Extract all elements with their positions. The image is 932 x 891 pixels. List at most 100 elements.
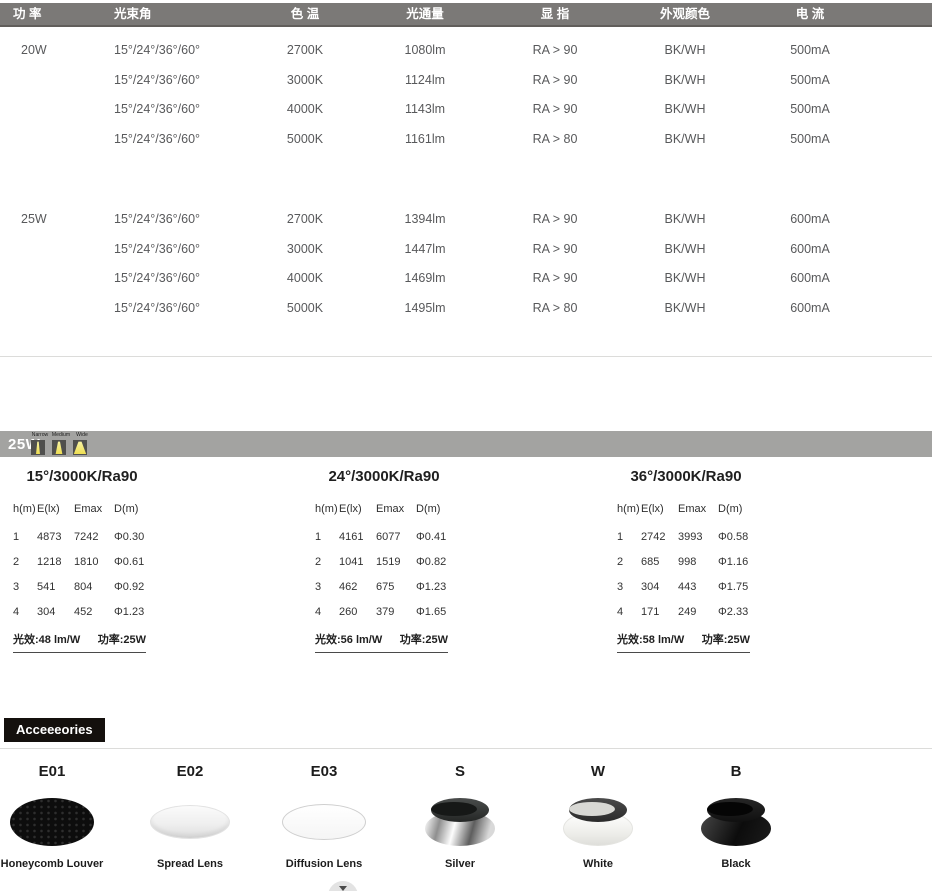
photometric-cell: 4 xyxy=(315,606,322,618)
cell-flux: 1394lm xyxy=(404,212,446,226)
photometric-table-body: 1 4873 7242 Φ0.30 2 1218 1810 Φ0.61 3 541 804 Φ0.92… xyxy=(13,525,163,625)
cell-beam-angle: 15°/24°/36°/60° xyxy=(114,300,201,315)
photometric-table-row: 2 1041 1519 Φ0.82 xyxy=(315,550,465,575)
photometric-column-header: Emax xyxy=(376,503,405,515)
photometric-cell: 7242 xyxy=(74,531,99,543)
photometric-table-row: 3 462 675 Φ1.23 xyxy=(315,575,465,600)
photometric-cell: Φ0.92 xyxy=(114,581,145,593)
spec-table-row: 15°/24°/36°/60° 4000K 1469lm RA > 90 BK/WH 60… xyxy=(0,264,932,294)
cell-cct: 5000K xyxy=(286,131,324,146)
accessory-image-area xyxy=(121,790,259,854)
accessory-image-area xyxy=(667,790,805,854)
accessory-code: E03 xyxy=(310,763,338,780)
spec-table-header: 功 率 光束角 色 温 光通量 显 指 外观颜色 电 流 xyxy=(0,3,932,27)
column-header-cct: 色 温 xyxy=(290,7,320,21)
cell-cct: 4000K xyxy=(286,271,324,285)
photometric-cell: Φ1.23 xyxy=(114,606,145,618)
photometric-cell: 685 xyxy=(641,556,660,568)
photometric-cell: Φ0.30 xyxy=(114,531,145,543)
photometric-column-header: h(m) xyxy=(315,503,338,515)
chevron-down-icon xyxy=(339,886,347,891)
cell-power xyxy=(0,95,100,125)
photometric-table-24deg: 24°/3000K/Ra90 h(m) E(lx) Emax D(m) 1 4161 6077… xyxy=(315,468,465,653)
cell-finish: BK/WH xyxy=(664,300,706,315)
accessory-image-area xyxy=(0,790,121,854)
photometric-cell: 452 xyxy=(74,606,93,618)
cell-cct: 3000K xyxy=(286,241,324,256)
accessory-name: Honeycomb Louver xyxy=(0,858,104,870)
photometric-cell: 1 xyxy=(315,531,322,543)
photometric-cell: 1 xyxy=(13,531,20,543)
silver-reflector-icon xyxy=(425,798,495,846)
photometric-cell: Φ0.41 xyxy=(416,531,447,543)
cell-cct: 2700K xyxy=(286,212,324,226)
photometric-table-title: 15°/3000K/Ra90 xyxy=(26,468,138,485)
accessories-section-label: Acceeeories xyxy=(4,718,105,742)
cell-beam-angle: 15°/24°/36°/60° xyxy=(114,271,201,285)
accessory-code: W xyxy=(590,763,606,780)
photometric-table-footer: 光效:56 lm/W 功率:25W xyxy=(315,631,448,653)
cell-beam-angle: 15°/24°/36°/60° xyxy=(114,72,201,87)
light-beam-shape xyxy=(36,441,40,454)
photometric-cell: 6077 xyxy=(376,531,401,543)
photometric-column-header: h(m) xyxy=(617,503,640,515)
photometric-cell: Φ1.75 xyxy=(718,581,749,593)
spec-group-25w: 25W 15°/24°/36°/60° 2700K 1394lm RA > 90 BK/W… xyxy=(0,205,932,323)
efficacy-value: 光效:58 lm/W xyxy=(617,634,685,646)
photometric-table-row: 2 685 998 Φ1.16 xyxy=(617,550,767,575)
photometric-cell: Φ1.65 xyxy=(416,606,447,618)
photometric-cell: 260 xyxy=(339,606,358,618)
photometric-table-row: 4 260 379 Φ1.65 xyxy=(315,600,465,625)
cell-beam-angle: 15°/24°/36°/60° xyxy=(114,102,201,116)
photometric-band: 25W Narrow Medium Wide xyxy=(0,431,932,457)
beam-angle-indicator: Wide xyxy=(72,432,92,456)
photometric-table-body: 1 2742 3993 Φ0.58 2 685 998 Φ1.16 3 304 443 Φ1.75 4 1… xyxy=(617,525,767,625)
cell-flux: 1495lm xyxy=(404,300,446,315)
accessory-code: S xyxy=(454,763,465,780)
column-header-power: 功 率 xyxy=(13,7,42,21)
accessory-name: White xyxy=(583,858,613,870)
photometric-table-row: 2 1218 1810 Φ0.61 xyxy=(13,550,163,575)
photometric-table-head: h(m) E(lx) Emax D(m) xyxy=(13,502,163,516)
column-header-cri: 显 指 xyxy=(540,7,570,21)
wide-beam-icon xyxy=(73,440,87,455)
light-beam-shape xyxy=(55,441,63,454)
cell-cri: RA > 90 xyxy=(532,72,578,87)
efficacy-value: 光效:56 lm/W xyxy=(315,634,383,646)
photometric-cell: 3 xyxy=(617,581,624,593)
photometric-column-header: D(m) xyxy=(718,503,743,515)
photometric-column-header: h(m) xyxy=(13,503,36,515)
spec-table-row: 25W 15°/24°/36°/60° 2700K 1394lm RA > 90 BK/W… xyxy=(0,205,932,235)
cell-power xyxy=(0,264,100,294)
photometric-cell: 1218 xyxy=(37,556,62,568)
cell-cri: RA > 90 xyxy=(532,241,578,256)
photometric-cell: Φ1.23 xyxy=(416,581,447,593)
diffusion-lens-icon xyxy=(282,804,366,840)
photometric-cell: 2 xyxy=(617,556,624,568)
reflector-opening xyxy=(707,802,753,816)
spec-table-row: 15°/24°/36°/60° 5000K 1161lm RA > 80 BK/WH 50… xyxy=(0,125,932,155)
photometric-cell: 1 xyxy=(617,531,624,543)
cell-flux: 1469lm xyxy=(404,271,446,285)
photometric-cell: 462 xyxy=(339,581,358,593)
medium-beam-icon xyxy=(52,440,66,455)
cell-current: 500mA xyxy=(790,102,830,116)
spec-group-20w: 20W 15°/24°/36°/60° 2700K 1080lm RA > 90 BK/W… xyxy=(0,36,932,154)
photometric-cell: 4873 xyxy=(37,531,62,543)
accessory-item: S Silver xyxy=(391,756,529,888)
cell-beam-angle: 15°/24°/36°/60° xyxy=(114,212,201,226)
cell-current: 600mA xyxy=(790,271,830,285)
photometric-cell: 3993 xyxy=(678,531,703,543)
photometric-cell: 443 xyxy=(678,581,697,593)
photometric-cell: 304 xyxy=(37,606,56,618)
photometric-table-body: 1 4161 6077 Φ0.41 2 1041 1519 Φ0.82 3 462 675 Φ1.23… xyxy=(315,525,465,625)
photometric-cell: 4 xyxy=(617,606,624,618)
scroll-down-button[interactable] xyxy=(328,881,358,891)
photometric-table-15deg: 15°/3000K/Ra90 h(m) E(lx) Emax D(m) 1 4873 7242… xyxy=(13,468,163,653)
column-header-current: 电 流 xyxy=(795,7,825,21)
spec-table-row: 15°/24°/36°/60° 4000K 1143lm RA > 90 BK/WH 50… xyxy=(0,95,932,125)
cell-finish: BK/WH xyxy=(664,102,706,116)
accessory-name: Diffusion Lens xyxy=(285,858,363,870)
cell-flux: 1447lm xyxy=(404,241,446,256)
photometric-cell: 1810 xyxy=(74,556,99,568)
